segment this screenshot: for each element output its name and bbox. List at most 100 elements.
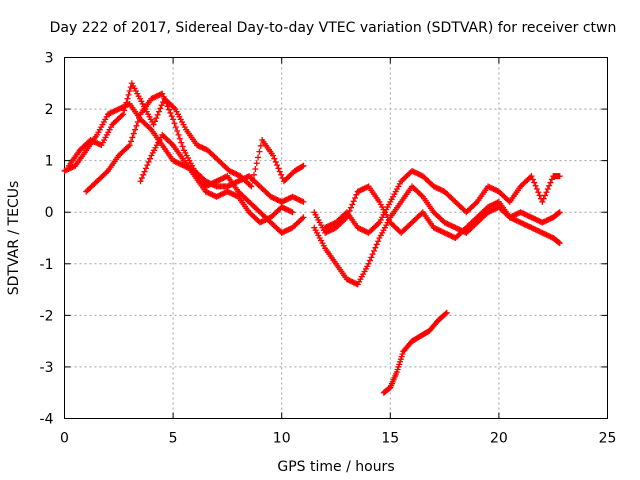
data-point xyxy=(167,109,174,116)
data-point xyxy=(154,111,161,118)
data-point xyxy=(255,154,262,161)
data-point xyxy=(134,118,141,125)
data-point xyxy=(126,88,133,95)
data-point xyxy=(532,182,539,189)
data-point xyxy=(170,116,177,123)
y-tick-label: -2 xyxy=(40,308,54,324)
series-track-5 xyxy=(311,183,563,288)
data-point xyxy=(275,165,282,172)
data-point xyxy=(556,240,563,247)
data-point xyxy=(122,103,129,110)
data-point xyxy=(253,160,260,167)
data-point xyxy=(371,247,378,254)
data-point xyxy=(533,186,540,193)
y-tick-label: -4 xyxy=(40,412,54,428)
data-point xyxy=(151,118,158,125)
data-point xyxy=(123,99,130,106)
x-tick-labels: 0 5 10 15 20 25 xyxy=(60,431,616,447)
data-point xyxy=(546,182,553,189)
data-point xyxy=(369,251,376,258)
data-point xyxy=(176,135,183,142)
data-point xyxy=(350,198,357,205)
data-point xyxy=(289,209,296,216)
data-point xyxy=(121,107,128,114)
y-tick-labels: -4 -3 -2 -1 0 1 2 3 xyxy=(40,51,54,428)
data-point xyxy=(372,244,379,251)
data-point xyxy=(164,103,171,110)
data-point xyxy=(142,165,149,172)
data-point xyxy=(274,162,281,169)
data-point xyxy=(249,177,256,184)
data-point xyxy=(158,102,165,109)
data-point xyxy=(300,214,307,221)
x-tick-label: 25 xyxy=(599,431,617,447)
data-point xyxy=(138,175,145,182)
data-point xyxy=(174,127,181,134)
x-axis-label: GPS time / hours xyxy=(277,459,394,475)
data-point xyxy=(147,155,154,162)
data-point xyxy=(251,171,258,178)
data-point xyxy=(531,179,538,186)
data-point xyxy=(120,111,127,118)
data-point xyxy=(128,138,135,145)
series-track-3 xyxy=(83,90,307,236)
data-point xyxy=(373,241,380,248)
data-point xyxy=(137,178,144,185)
series-track-8 xyxy=(380,309,450,396)
y-tick-label: 0 xyxy=(45,205,54,221)
data-point xyxy=(257,142,264,149)
data-point xyxy=(153,115,160,122)
data-point xyxy=(136,115,143,122)
data-point xyxy=(179,143,186,150)
data-point xyxy=(129,134,136,141)
data-point xyxy=(160,93,167,100)
data-point xyxy=(168,113,175,120)
data-point xyxy=(365,260,372,267)
x-tick-label: 20 xyxy=(490,431,508,447)
data-point xyxy=(443,309,450,316)
data-point xyxy=(547,179,554,186)
data-point xyxy=(368,254,375,261)
data-point xyxy=(346,207,353,214)
data-point xyxy=(172,124,179,131)
x-tick-label: 10 xyxy=(273,431,291,447)
data-point xyxy=(248,183,255,190)
data-point xyxy=(150,121,157,128)
data-point xyxy=(548,176,555,183)
grid xyxy=(64,57,608,419)
data-point xyxy=(544,186,551,193)
series-track-2 xyxy=(65,80,307,190)
data-point xyxy=(166,106,173,113)
x-tick-label: 5 xyxy=(169,431,178,447)
data-point xyxy=(535,189,542,196)
data-point xyxy=(347,204,354,211)
data-point xyxy=(556,173,563,180)
data-point xyxy=(252,166,259,173)
data-point xyxy=(542,192,549,199)
y-tick-label: -1 xyxy=(40,257,54,273)
plot-frame xyxy=(64,57,608,419)
data-point xyxy=(300,162,307,169)
chart-title: Day 222 of 2017, Sidereal Day-to-day VTE… xyxy=(50,20,617,36)
data-point xyxy=(539,198,546,205)
x-tick-label: 0 xyxy=(60,431,69,447)
data-point xyxy=(536,192,543,199)
data-point xyxy=(145,158,152,165)
data-point xyxy=(125,91,132,98)
data-point xyxy=(133,122,140,129)
data-point xyxy=(140,171,147,178)
data-point xyxy=(132,126,139,133)
series-track-7 xyxy=(322,167,563,236)
data-point xyxy=(163,100,170,107)
data-point xyxy=(528,173,535,180)
data-point xyxy=(178,139,185,146)
x-tick-label: 15 xyxy=(381,431,399,447)
series-track-6 xyxy=(311,183,563,241)
data-point xyxy=(270,152,277,159)
data-point xyxy=(155,108,162,115)
series-track-4 xyxy=(137,131,296,226)
data-point xyxy=(130,130,137,137)
data-point xyxy=(159,90,166,97)
data-point xyxy=(278,171,285,178)
